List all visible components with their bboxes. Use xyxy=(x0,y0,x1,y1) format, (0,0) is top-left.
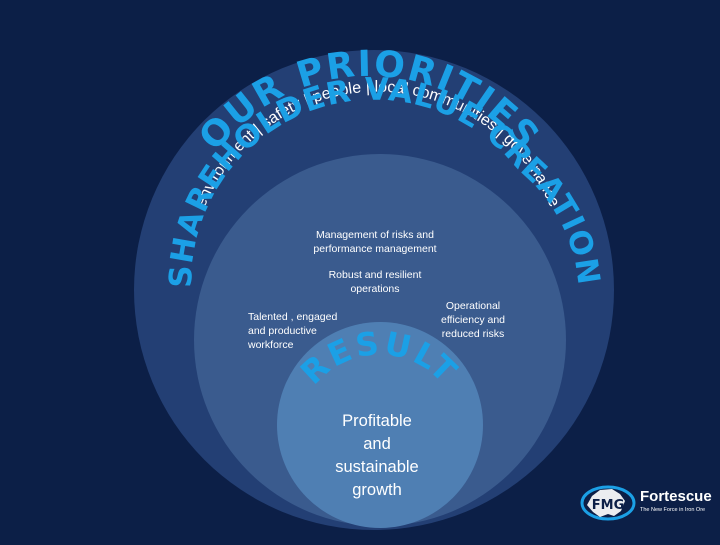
result-outcome: Profitable and sustainable growth xyxy=(335,412,419,499)
item-robust-operations: Robust and resilient operations xyxy=(328,269,422,295)
inner-circle xyxy=(277,322,483,528)
item-workforce: Talented , engaged and productive workfo… xyxy=(248,311,338,351)
fmg-logo-mark: FMG xyxy=(580,485,636,521)
logo-wordmark: Fortescue xyxy=(640,488,712,505)
item-risk-management: Management of risks and performance mana… xyxy=(313,229,437,255)
svg-text:FMG: FMG xyxy=(592,498,625,513)
logo-tagline: The New Force in Iron Ore xyxy=(640,507,706,513)
item-operational-efficiency: Operational efficiency and reduced risks xyxy=(440,300,505,340)
